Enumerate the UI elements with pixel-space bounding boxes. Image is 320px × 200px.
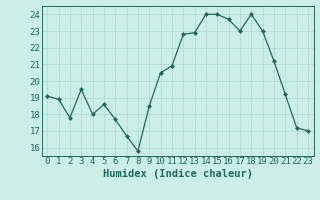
X-axis label: Humidex (Indice chaleur): Humidex (Indice chaleur)	[103, 169, 252, 179]
